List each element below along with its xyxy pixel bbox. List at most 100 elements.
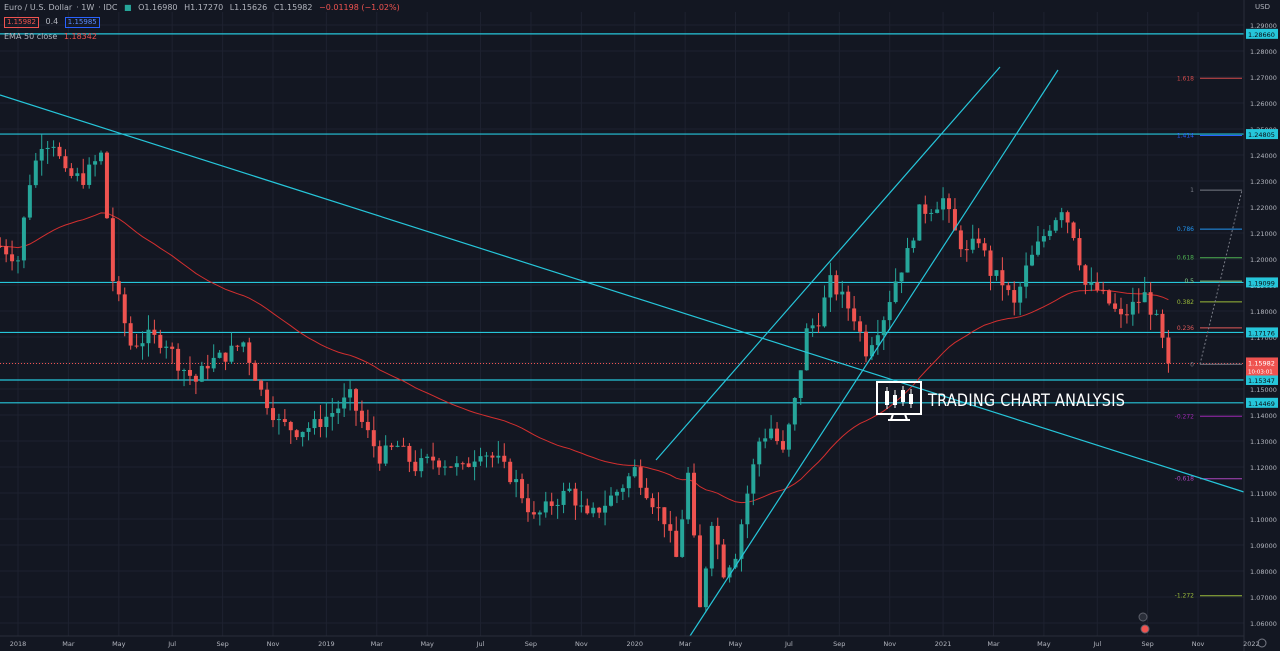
candle-body — [104, 152, 109, 219]
candle-body — [674, 530, 679, 557]
time-tick-label: Jul — [476, 640, 485, 648]
time-tick-label: Sep — [216, 640, 228, 648]
price-tick-label: 1.27000 — [1250, 74, 1277, 82]
candle-body — [294, 430, 299, 438]
candle-body — [1071, 222, 1076, 239]
candle-body — [431, 456, 436, 461]
interval[interactable]: 1W — [81, 3, 95, 12]
price-level-label: 1.17176 — [1248, 329, 1275, 337]
candle-body — [834, 275, 839, 295]
candle-body — [265, 389, 270, 409]
candle-body — [662, 507, 667, 525]
price-tick-label: 1.06000 — [1250, 620, 1277, 628]
buy-price[interactable]: 1.15985 — [64, 17, 100, 28]
chart-header: Euro / U.S. Dollar · 1W · IDC ■ O1.16980 H… — [4, 3, 400, 12]
fib-level-label: 0 — [1190, 361, 1194, 368]
candle-body — [1012, 290, 1017, 303]
candle-body — [721, 544, 726, 578]
ohlc-close: C1.15982 — [273, 3, 313, 12]
fib-level-label: -0.272 — [1175, 413, 1195, 420]
candle-body — [407, 445, 412, 462]
fib-level-label: 0.382 — [1177, 299, 1194, 306]
price-level-label: 1.24805 — [1248, 131, 1275, 139]
time-tick-label: Nov — [575, 640, 588, 648]
candle-body — [1101, 290, 1106, 292]
candle-body — [810, 325, 815, 329]
candle-body — [146, 329, 151, 344]
price-tick-label: 1.17000 — [1250, 334, 1277, 342]
candle-body — [211, 357, 216, 369]
price-tick-label: 1.24000 — [1250, 152, 1277, 160]
candle-body — [994, 270, 999, 276]
candle-body — [982, 243, 987, 251]
candle-body — [858, 321, 863, 332]
candle-body — [1113, 303, 1118, 309]
candle-body — [502, 455, 507, 462]
candle-body — [792, 397, 797, 425]
symbol-name[interactable]: Euro / U.S. Dollar — [4, 3, 73, 12]
candle-body — [869, 345, 874, 357]
candle-body — [87, 164, 92, 185]
candle-body — [478, 456, 483, 462]
candle-body — [342, 397, 347, 409]
price-tick-label: 1.15000 — [1250, 386, 1277, 394]
candle-body — [573, 488, 578, 506]
sell-price[interactable]: 1.15982 — [4, 17, 39, 28]
candle-body — [941, 198, 946, 210]
time-tick-label: Sep — [833, 640, 845, 648]
candle-body — [57, 146, 62, 157]
candle-body — [745, 493, 750, 525]
candle-body — [359, 410, 364, 422]
ohlc-change: −0.01198 (−1.02%) — [319, 3, 400, 12]
candle-body — [395, 445, 400, 447]
candle-body — [21, 217, 26, 261]
price-tick-label: 1.08000 — [1250, 568, 1277, 576]
candle-body — [775, 428, 780, 442]
candle-body — [288, 422, 293, 431]
currency-label[interactable]: USD — [1255, 3, 1270, 11]
candle-body — [638, 467, 643, 488]
price-level-tag — [1246, 327, 1278, 338]
fib-level-label: 1 — [1190, 187, 1194, 194]
candle-body — [816, 325, 821, 327]
candle-body — [733, 558, 738, 568]
candle-body — [917, 204, 922, 241]
candle-body — [99, 152, 104, 162]
time-tick-label: May — [112, 640, 126, 648]
candle-body — [1130, 301, 1135, 315]
time-tick-label: 2019 — [318, 640, 335, 648]
candle-body — [318, 419, 323, 427]
time-tick-label: 2018 — [10, 640, 27, 648]
candle-body — [893, 281, 898, 303]
candle-body — [354, 389, 359, 411]
candle-body — [187, 369, 192, 376]
candle-body — [1095, 282, 1100, 291]
candle-body — [300, 431, 305, 438]
candle-body — [763, 438, 768, 442]
candle-body — [555, 504, 560, 506]
candle-body — [27, 185, 32, 218]
price-tick-label: 1.12000 — [1250, 464, 1277, 472]
logo-text: TRADING CHART ANALYSIS — [928, 391, 1126, 411]
price-level-label: 1.15347 — [1248, 377, 1275, 385]
candle-body — [970, 238, 975, 250]
candle-body — [780, 441, 785, 450]
candle-body — [336, 408, 341, 414]
candle-body — [828, 275, 833, 298]
watermark-logo: TRADING CHART ANALYSIS — [876, 381, 1160, 421]
time-tick-label: May — [1037, 640, 1051, 648]
time-tick-label: Nov — [267, 640, 280, 648]
fib-level-label: 0.236 — [1177, 325, 1194, 332]
candle-body — [1160, 313, 1165, 338]
ema-label[interactable]: EMA 50 close — [4, 32, 58, 41]
grid — [0, 12, 1252, 636]
candle-body — [739, 524, 744, 559]
candle-body — [686, 472, 691, 520]
candle-body — [804, 328, 809, 371]
candle-body — [609, 495, 613, 506]
candle-body — [205, 365, 210, 369]
candle-body — [585, 505, 590, 514]
time-tick-label: 2022 — [1243, 640, 1260, 648]
price-tick-label: 1.21000 — [1250, 230, 1277, 238]
